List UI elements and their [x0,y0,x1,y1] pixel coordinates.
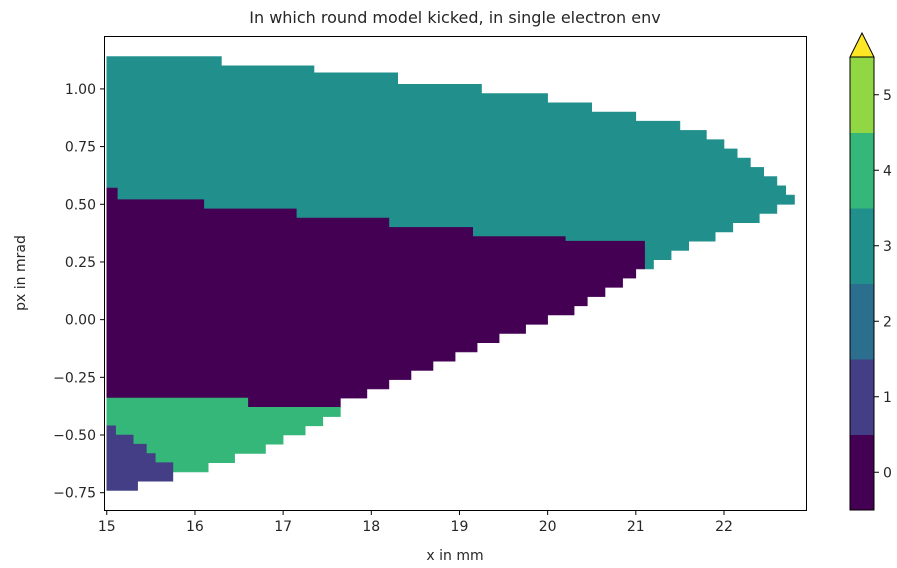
colorbar-band [850,359,874,435]
colorbar-extend-arrow [849,31,875,58]
colorbar-tick-label: 5 [883,88,892,104]
colorbar-tick-label: 2 [883,314,892,330]
colorbar-band [850,434,874,511]
x-tick-label: 20 [539,519,557,535]
y-tick-label: 1.00 [65,82,96,98]
axes-frame [104,36,807,511]
y-tick-label: 0.50 [65,197,96,213]
x-tick-label: 16 [186,519,204,535]
x-tick-label: 22 [715,519,733,535]
y-tick-label: 0.75 [65,140,96,156]
x-axis-ticks: 15 16 17 18 19 20 21 22 [98,510,733,535]
y-axis-label: px in mrad [13,235,29,311]
y-tick-label: −0.50 [53,428,96,444]
y-tick-label: −0.75 [53,486,96,502]
y-tick-label: 0.25 [65,255,96,271]
x-tick-label: 18 [362,519,380,535]
colorbar: 0 1 2 3 4 5 [849,31,892,511]
colorbar-tick-label: 4 [883,163,892,179]
region-value-1 [106,425,174,491]
x-tick-label: 17 [274,519,292,535]
chart-title: In which round model kicked, in single e… [249,8,660,27]
colorbar-band [850,283,874,360]
x-axis-label: x in mm [426,548,483,564]
y-tick-label: 0.00 [65,313,96,329]
colorbar-tick-label: 1 [883,390,892,406]
colorbar-tick-label: 0 [883,465,892,481]
region-value-0 [106,187,645,408]
y-tick-label: −0.25 [53,370,96,386]
colorbar-band [850,208,874,284]
colorbar-band [850,132,874,209]
colorbar-tick-label: 3 [883,239,892,255]
colorbar-band [850,57,874,133]
x-tick-label: 19 [451,519,469,535]
x-tick-label: 15 [98,519,116,535]
colorbar-outline [849,57,875,511]
x-tick-label: 21 [627,519,645,535]
y-axis-ticks: −0.75 −0.50 −0.25 0.00 0.25 0.50 0.75 1.00 [53,82,105,502]
plot-area [106,56,795,491]
